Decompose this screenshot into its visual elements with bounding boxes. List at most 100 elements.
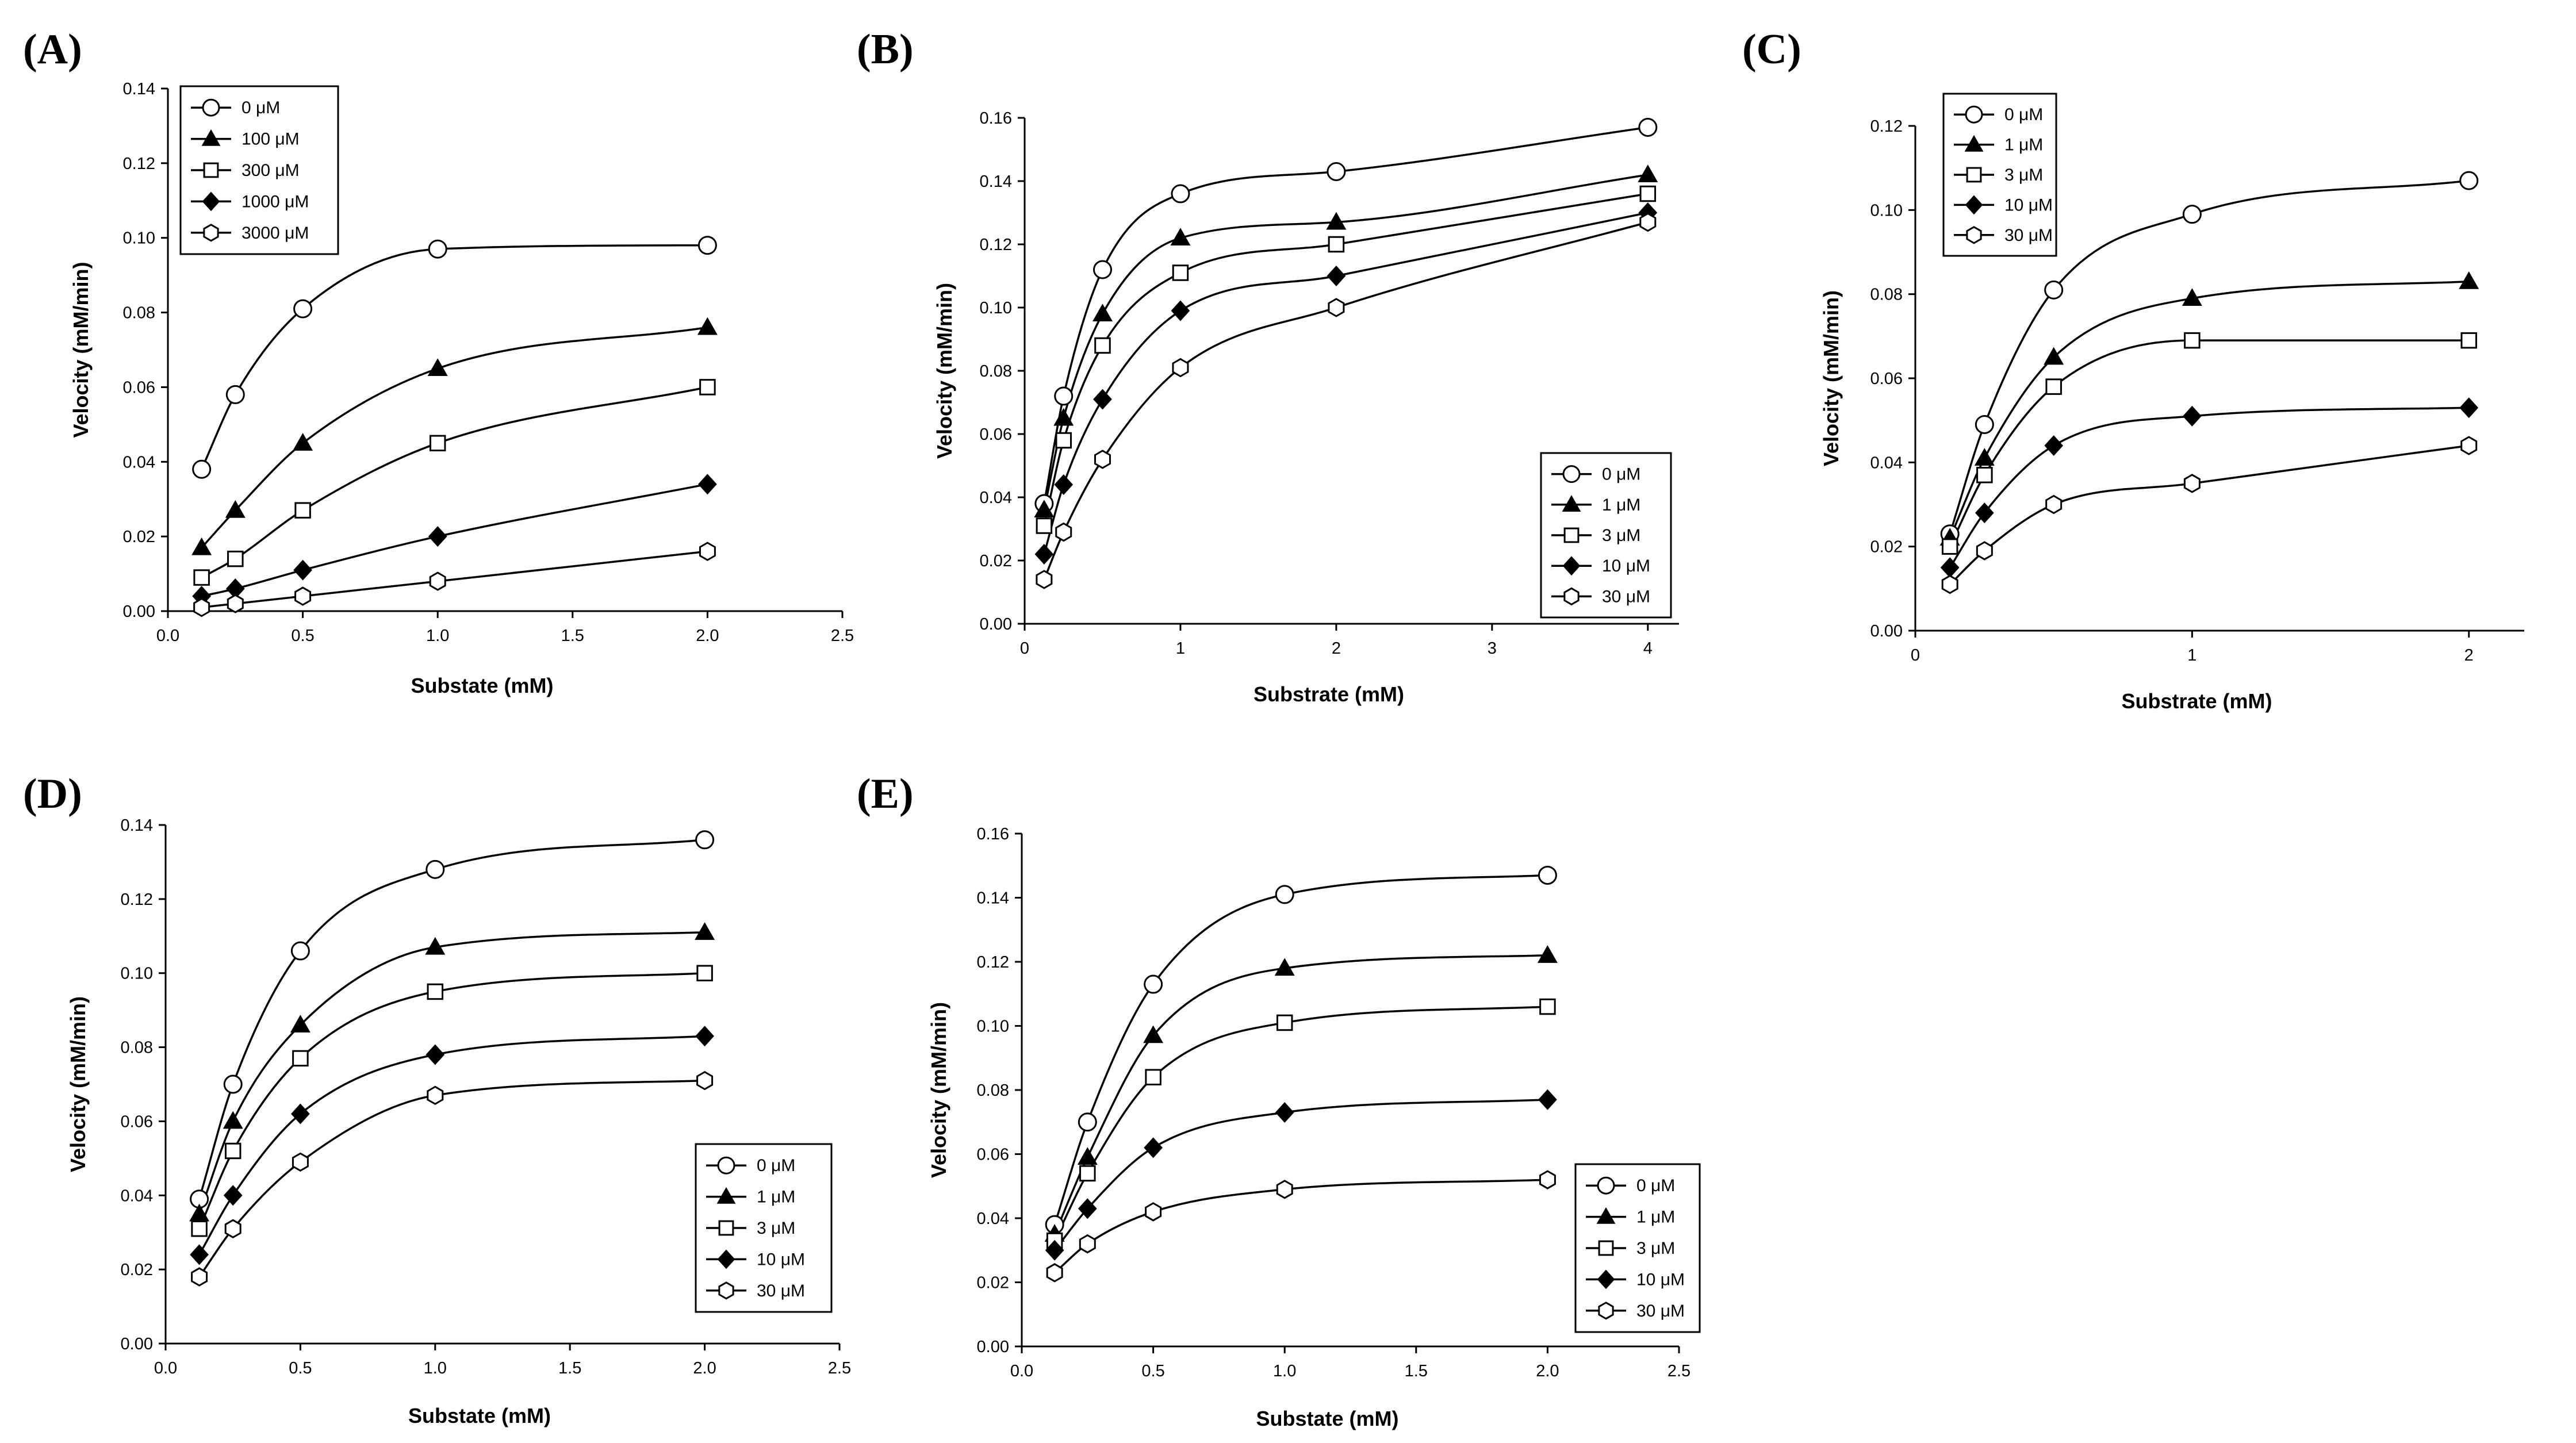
data-point (227, 594, 244, 613)
data-point (223, 1185, 243, 1206)
data-point (2044, 435, 2064, 456)
y-tick-label: 0.08 (977, 1081, 1009, 1100)
y-tick-label: 0.04 (123, 453, 155, 471)
legend-marker (1965, 105, 1983, 124)
data-point (1171, 184, 1190, 204)
data-point (293, 299, 313, 318)
legend-marker (1966, 167, 1982, 183)
legend: 0 μM 1 μM 3 μM 10 μM 30 μM (1574, 1163, 1701, 1333)
data-point (225, 385, 245, 404)
data-point (292, 1050, 309, 1067)
y-tick-label: 0.10 (980, 299, 1012, 317)
data-point (1276, 1180, 1293, 1199)
legend-label: 3 μM (1602, 526, 1640, 545)
data-point (1144, 1137, 1163, 1158)
legend-label: 0 μM (1636, 1176, 1675, 1195)
y-tick-label: 0.08 (980, 362, 1012, 381)
data-point (2184, 332, 2201, 349)
data-point (427, 358, 448, 376)
x-tick-label: 4 (1643, 639, 1653, 658)
series-line (198, 972, 705, 1229)
legend: 0 μM 1 μM 3 μM 10 μM 30 μM (1540, 452, 1672, 619)
data-point (1940, 557, 1960, 578)
data-point (1538, 1089, 1557, 1110)
x-axis-title: Substate (mM) (408, 1404, 551, 1427)
chart-panel-d: (D) 0.0 0.5 1.0 1.5 2.0 2.5 0.00 0.02 0.04 0.06 0.0… (23, 770, 851, 1427)
data-point (290, 941, 310, 961)
data-point (2459, 171, 2479, 190)
data-point (695, 1026, 714, 1047)
data-point (1538, 865, 1557, 885)
data-point (193, 569, 210, 586)
series-line (198, 1079, 705, 1278)
data-point (2182, 288, 2202, 306)
data-point (1036, 517, 1053, 534)
legend-marker (1597, 1269, 1615, 1290)
data-point (1094, 337, 1111, 354)
data-point (191, 1267, 208, 1287)
data-point (1145, 1202, 1162, 1222)
legend-marker (202, 191, 220, 212)
data-point (2044, 347, 2064, 365)
data-point (696, 965, 713, 981)
legend-label: 10 μM (1636, 1270, 1685, 1289)
data-point (1053, 408, 1074, 426)
data-point (2044, 280, 2064, 300)
data-point (695, 830, 715, 850)
series-line (198, 1035, 705, 1256)
data-point (1034, 544, 1054, 565)
panel-label: (D) (23, 770, 82, 818)
y-tick-label: 0.00 (123, 602, 155, 621)
x-tick-label: 1.5 (558, 1359, 581, 1377)
data-point (427, 1085, 444, 1106)
data-point (191, 537, 212, 555)
legend-label: 300 μM (241, 161, 300, 180)
data-point (193, 597, 210, 617)
data-point (428, 239, 447, 259)
data-point (1055, 522, 1072, 542)
y-tick-label: 0.14 (980, 172, 1012, 191)
x-tick-label: 1.0 (1273, 1362, 1296, 1380)
series-line (1053, 874, 1548, 1225)
y-tick-label: 0.12 (977, 953, 1009, 972)
data-point (1171, 300, 1190, 321)
x-tick-label: 0 (1020, 639, 1029, 658)
y-tick-label: 0.04 (121, 1187, 153, 1205)
data-point (1172, 264, 1189, 281)
legend: 0 μM 1 μM 3 μM 10 μM 30 μM (1942, 93, 2057, 257)
data-point (1036, 570, 1053, 589)
data-point (1941, 538, 1958, 555)
legend-marker (1964, 135, 1984, 152)
y-tick-label: 0.04 (977, 1210, 1009, 1228)
data-point (223, 1074, 243, 1094)
legend-marker (203, 224, 219, 242)
data-point (698, 474, 717, 495)
x-axis-title: Substrate (mM) (1254, 682, 1404, 706)
data-point (2183, 405, 2202, 427)
data-point (1077, 1147, 1098, 1165)
chart-panel-b: (B) 0 1 2 3 4 0.00 0.02 0.04 0.06 0.08 0.10 0.12 0.14… (857, 26, 1679, 706)
data-point (1145, 1069, 1162, 1085)
data-point (699, 542, 716, 561)
y-tick-label: 0.00 (980, 615, 1012, 634)
data-point (697, 317, 718, 335)
data-point (1638, 118, 1658, 137)
data-point (1092, 304, 1113, 321)
data-point (1144, 974, 1163, 994)
data-point (2459, 271, 2479, 289)
legend: 0 μM 1 μM 3 μM 10 μM 30 μM (695, 1143, 833, 1313)
series-line (1053, 1098, 1548, 1251)
legend-marker (1596, 1207, 1616, 1224)
x-tick-label: 0.0 (1010, 1362, 1033, 1380)
chart-panel-a: (A) 0.0 0.5 1.0 1.5 2.0 2.5 0.00 0.02 0.04 0.06 0.0… (23, 26, 854, 697)
data-point (1639, 185, 1657, 202)
x-tick-label: 2 (1332, 639, 1341, 658)
data-point (1172, 358, 1189, 378)
data-point (1275, 885, 1294, 904)
y-tick-label: 0.10 (121, 965, 153, 983)
panel-label: (A) (23, 26, 82, 73)
data-point (429, 571, 446, 591)
x-tick-label: 2.5 (1667, 1362, 1690, 1380)
series-line (198, 931, 705, 1215)
